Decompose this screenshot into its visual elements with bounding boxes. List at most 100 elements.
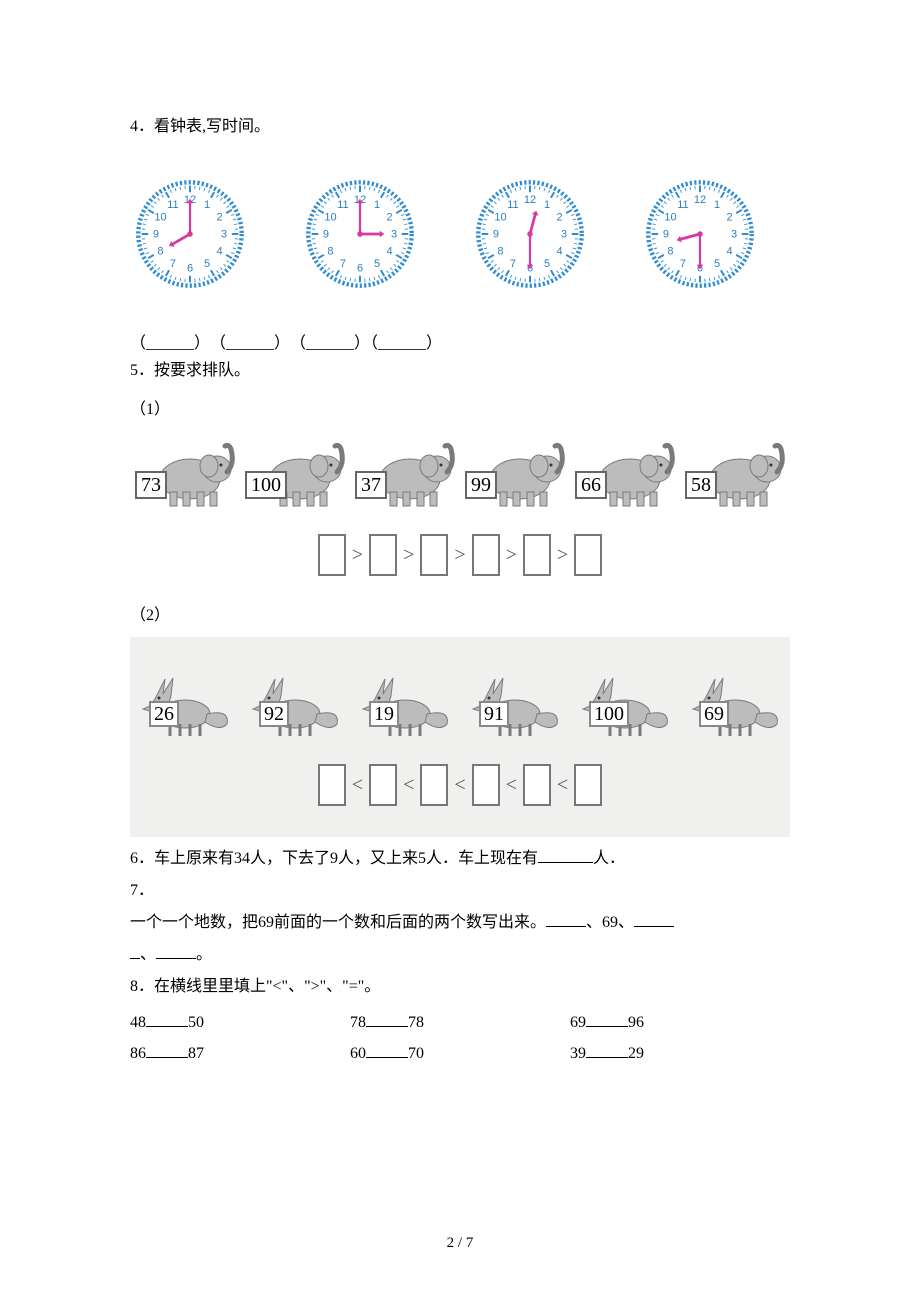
- q8-left: 39: [570, 1045, 586, 1062]
- svg-text:11: 11: [507, 199, 518, 211]
- fox-number: 91: [479, 701, 509, 727]
- cmp-symbol: >: [403, 544, 414, 567]
- svg-text:3: 3: [561, 228, 567, 240]
- q6-pre: 6．车上原来有34人，下去了9人，又上来5人．车上现在有: [130, 850, 538, 867]
- elephant-item: 100: [245, 434, 345, 509]
- q5-fox-comparison: < < < < <: [130, 764, 790, 806]
- q4-blanks: （______） （______） （______）（______）: [130, 329, 790, 353]
- svg-text:7: 7: [170, 258, 176, 270]
- fox-item: 19: [355, 664, 455, 739]
- q8-cell: 8687: [130, 1042, 350, 1063]
- q8-blank[interactable]: [586, 1011, 628, 1027]
- elephant-number: 100: [245, 471, 287, 499]
- svg-text:5: 5: [714, 258, 720, 270]
- cmp-box: [472, 764, 500, 806]
- cmp-symbol: >: [352, 544, 363, 567]
- q8-cell: 6996: [570, 1011, 790, 1032]
- fox-item: 91: [465, 664, 565, 739]
- cmp-symbol: <: [454, 774, 465, 797]
- fox-number: 100: [589, 701, 629, 727]
- q8-blank[interactable]: [366, 1042, 408, 1058]
- q6-blank[interactable]: [538, 847, 593, 863]
- svg-text:2: 2: [726, 211, 732, 223]
- fox-item: 26: [135, 664, 235, 739]
- q8-blank[interactable]: [146, 1011, 188, 1027]
- svg-text:10: 10: [324, 211, 336, 223]
- svg-text:7: 7: [340, 258, 346, 270]
- cmp-symbol: >: [557, 544, 568, 567]
- elephant-number: 99: [465, 471, 497, 499]
- cmp-box: [369, 764, 397, 806]
- svg-text:9: 9: [663, 228, 669, 240]
- q7-mid: 、69、: [586, 914, 634, 931]
- q8-blank[interactable]: [146, 1042, 188, 1058]
- clock-icon: 123456789101112: [645, 179, 755, 289]
- svg-text:8: 8: [497, 245, 503, 257]
- q4-label: 4．看钟表,写时间。: [130, 115, 790, 139]
- elephant-item: 73: [135, 434, 235, 509]
- q8-left: 60: [350, 1045, 366, 1062]
- q5-label: 5．按要求排队。: [130, 359, 790, 383]
- svg-text:11: 11: [337, 199, 348, 211]
- cmp-box: [420, 534, 448, 576]
- fox-number: 26: [149, 701, 179, 727]
- q7-end: 。: [196, 946, 212, 963]
- cmp-box: [318, 534, 346, 576]
- clock-icon: 123456789101112: [475, 179, 585, 289]
- q5-foxes-row: 2692199110069: [130, 664, 790, 739]
- svg-text:4: 4: [216, 245, 222, 257]
- q8-left: 48: [130, 1014, 146, 1031]
- fox-item: 92: [245, 664, 345, 739]
- q8-right: 70: [408, 1045, 424, 1062]
- svg-text:7: 7: [680, 258, 686, 270]
- cmp-box: [420, 764, 448, 806]
- q7-line1: 7．: [130, 879, 790, 903]
- svg-text:9: 9: [323, 228, 329, 240]
- q4-blanks-text: （______） （______） （______）（______）: [130, 335, 442, 352]
- svg-text:6: 6: [187, 262, 193, 274]
- svg-text:3: 3: [391, 228, 397, 240]
- svg-text:10: 10: [664, 211, 676, 223]
- q7-blank[interactable]: [546, 911, 586, 927]
- svg-text:3: 3: [221, 228, 227, 240]
- q6-post: 人．: [593, 850, 625, 867]
- svg-text:7: 7: [510, 258, 516, 270]
- q8-blank[interactable]: [586, 1042, 628, 1058]
- q6-line: 6．车上原来有34人，下去了9人，又上来5人．车上现在有 人．: [130, 847, 790, 871]
- q8-row: 485078786996: [130, 1011, 790, 1032]
- q5-part2-label: （2）: [130, 601, 790, 625]
- q5-elephant-comparison: > > > > >: [130, 534, 790, 576]
- svg-text:9: 9: [493, 228, 499, 240]
- q7-blank[interactable]: [634, 911, 674, 927]
- svg-text:3: 3: [731, 228, 737, 240]
- cmp-box: [472, 534, 500, 576]
- svg-text:5: 5: [544, 258, 550, 270]
- q8-right: 78: [408, 1014, 424, 1031]
- elephant-number: 73: [135, 471, 167, 499]
- svg-text:12: 12: [694, 194, 706, 206]
- cmp-box: [574, 534, 602, 576]
- svg-text:2: 2: [556, 211, 562, 223]
- cmp-symbol: <: [403, 774, 414, 797]
- q8-right: 87: [188, 1045, 204, 1062]
- cmp-symbol: >: [454, 544, 465, 567]
- q8-blank[interactable]: [366, 1011, 408, 1027]
- cmp-box: [523, 534, 551, 576]
- svg-text:4: 4: [386, 245, 392, 257]
- q8-right: 50: [188, 1014, 204, 1031]
- elephant-item: 58: [685, 434, 785, 509]
- cmp-box: [574, 764, 602, 806]
- elephant-item: 37: [355, 434, 455, 509]
- q8-cell: 60 70: [350, 1042, 570, 1063]
- q8-right: 29: [628, 1045, 644, 1062]
- svg-text:12: 12: [524, 194, 536, 206]
- cmp-symbol: <: [352, 774, 363, 797]
- clock-icon: 123456789101112: [305, 179, 415, 289]
- svg-text:5: 5: [204, 258, 210, 270]
- q7-blank[interactable]: [130, 943, 140, 959]
- q8-cell: 39 29: [570, 1042, 790, 1063]
- elephant-number: 37: [355, 471, 387, 499]
- svg-text:10: 10: [494, 211, 506, 223]
- svg-text:1: 1: [374, 199, 380, 211]
- q7-blank[interactable]: [156, 943, 196, 959]
